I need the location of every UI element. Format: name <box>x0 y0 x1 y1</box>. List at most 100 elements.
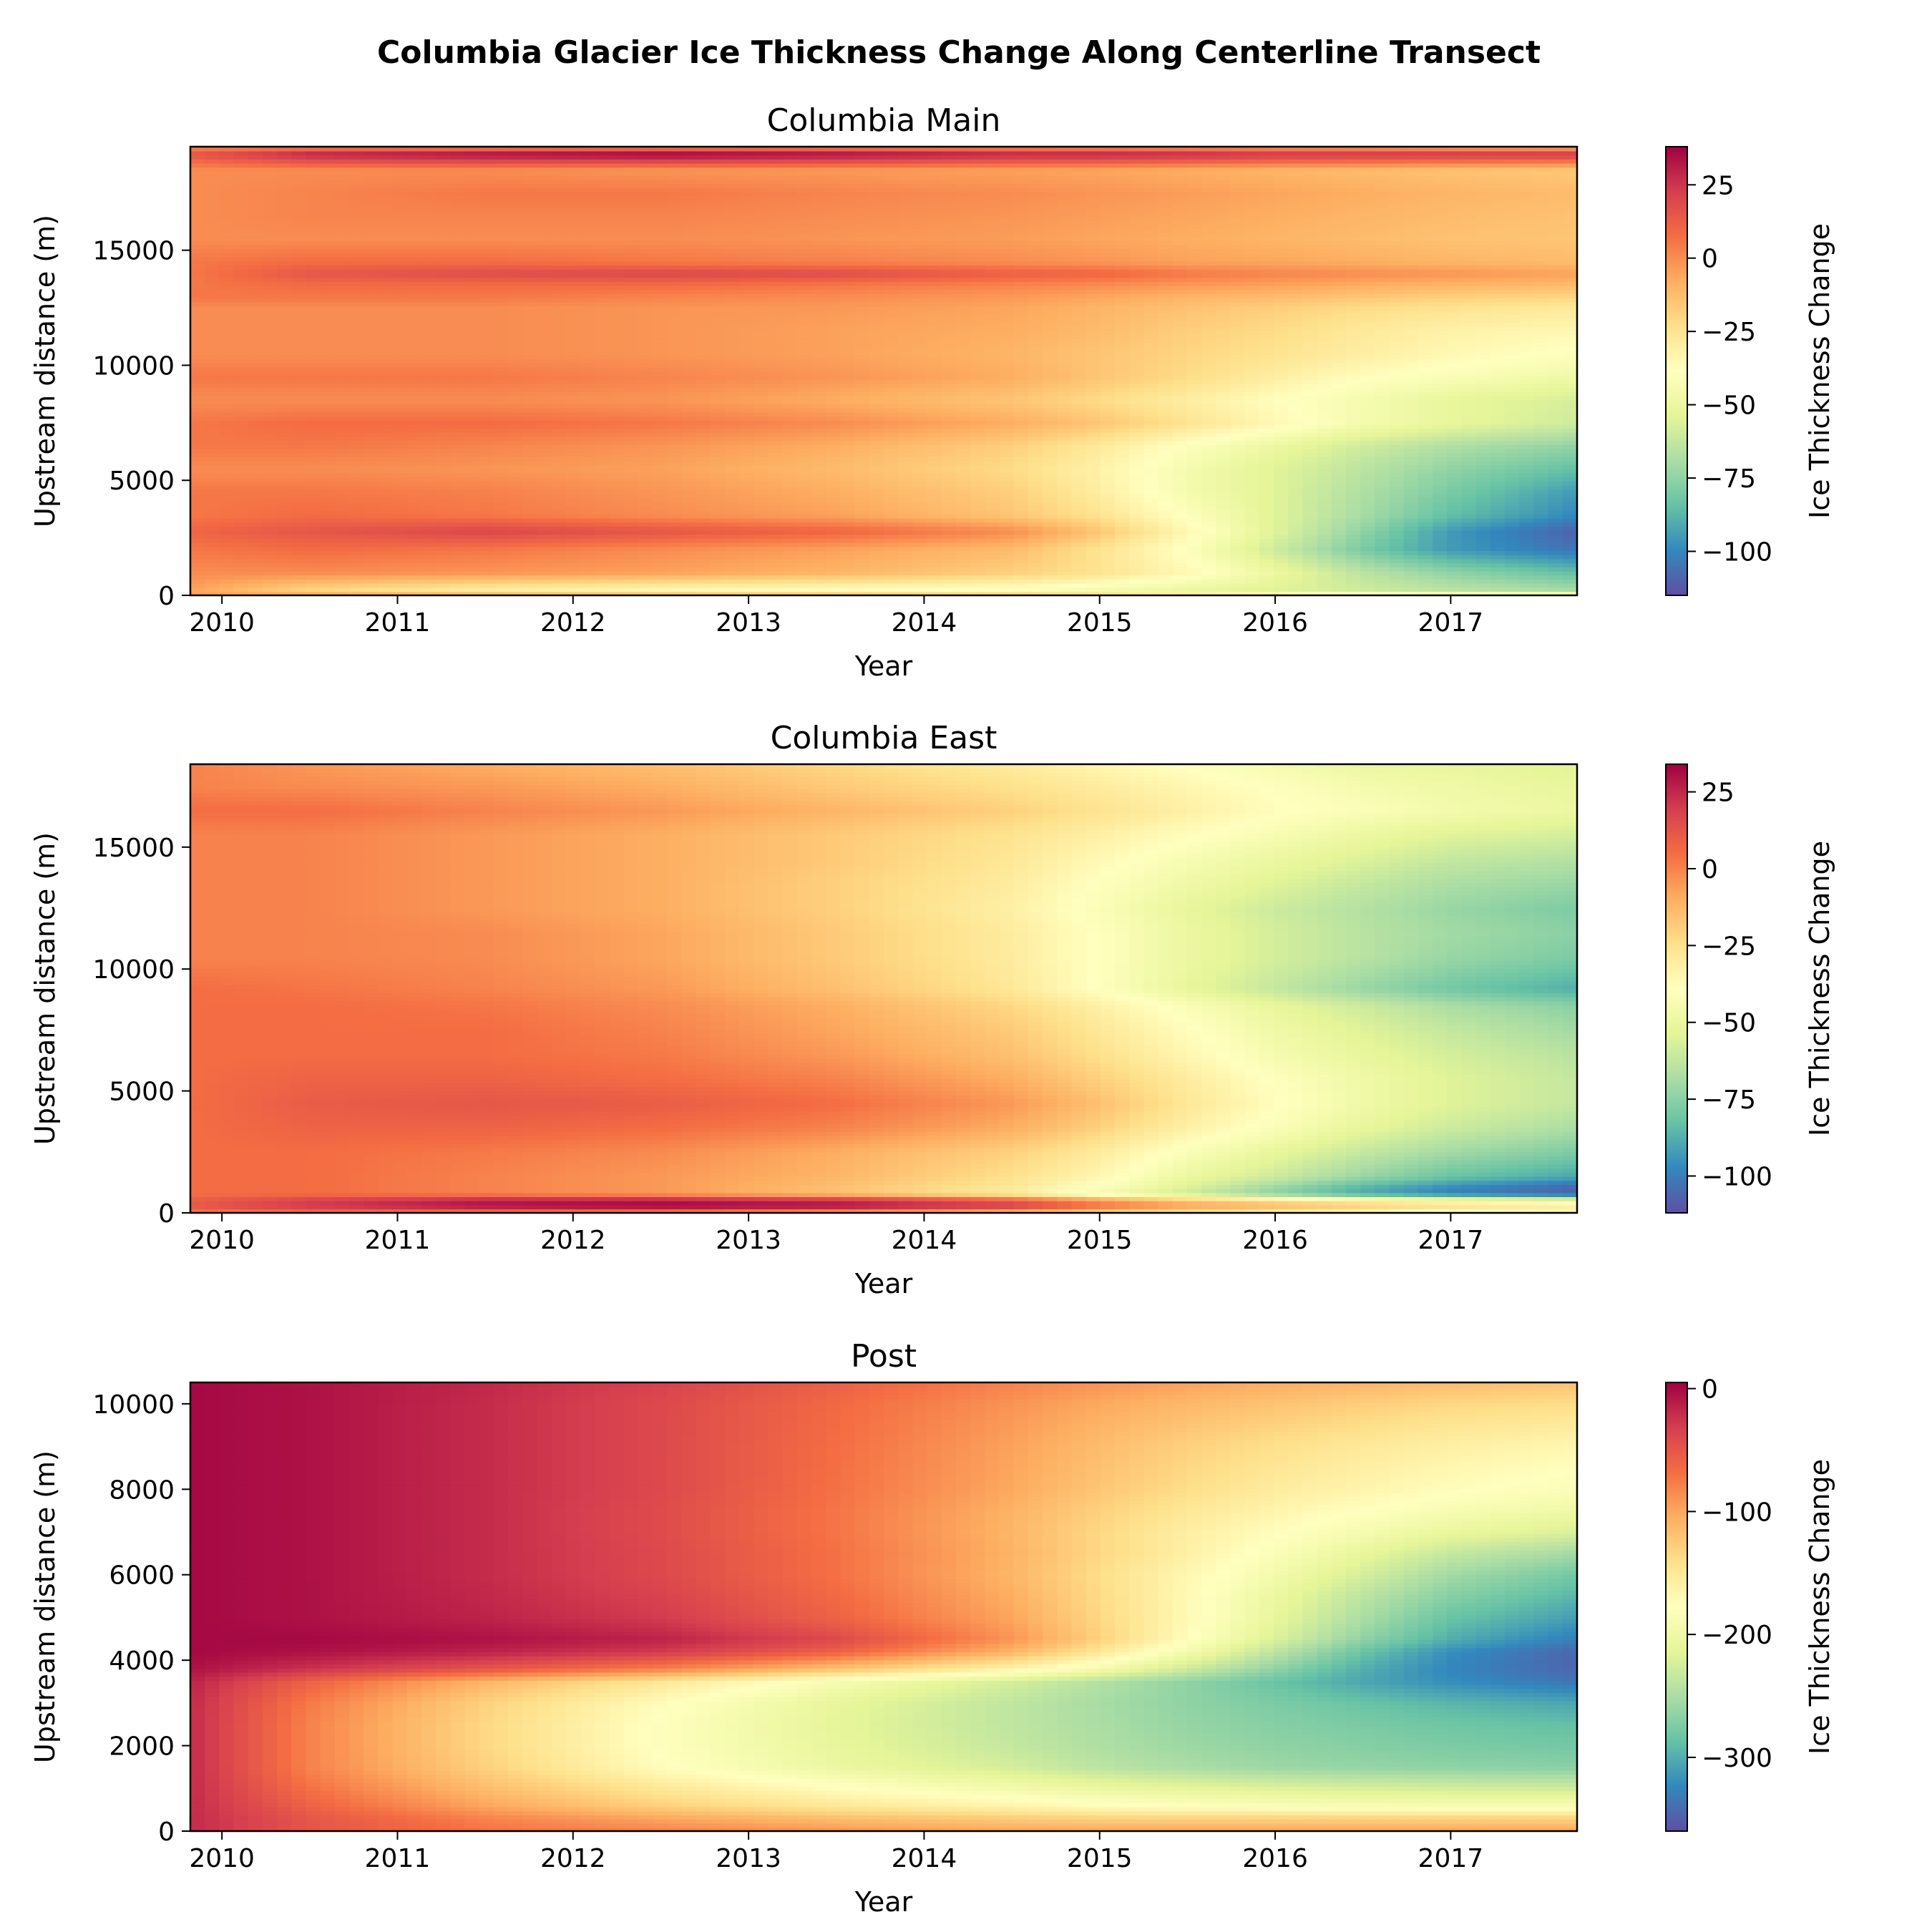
heatmap-cell <box>421 387 436 392</box>
heatmap-cell <box>1186 432 1202 437</box>
heatmap-cell <box>1288 514 1304 519</box>
heatmap-cell <box>955 440 971 445</box>
heatmap-cell <box>450 432 466 437</box>
heatmap-cell <box>1302 391 1318 396</box>
heatmap-cell <box>667 481 683 486</box>
heatmap-cell <box>436 514 452 519</box>
heatmap-cell <box>1346 440 1361 445</box>
heatmap-cell <box>1447 411 1463 416</box>
heatmap-cell <box>436 591 452 595</box>
heatmap-cell <box>696 575 711 580</box>
heatmap-cell <box>1259 444 1274 449</box>
heatmap-cell <box>912 416 928 421</box>
heatmap-cell <box>1433 505 1448 511</box>
heatmap-cell <box>1461 473 1477 478</box>
heatmap-cell <box>1259 555 1274 560</box>
heatmap-cell <box>1186 391 1202 396</box>
heatmap-cell <box>1433 550 1448 555</box>
heatmap-cell <box>1331 432 1347 437</box>
heatmap-cell <box>306 404 321 409</box>
heatmap-cell <box>696 582 711 588</box>
heatmap-cell <box>334 582 350 588</box>
heatmap-cell <box>1375 555 1390 560</box>
heatmap-cell <box>565 481 581 486</box>
heatmap-cell <box>1158 457 1174 462</box>
heatmap-cell <box>1475 395 1491 401</box>
heatmap-cell <box>464 424 480 429</box>
heatmap-cell <box>941 493 957 498</box>
heatmap-cell <box>768 473 784 478</box>
heatmap-cell <box>653 440 668 445</box>
heatmap-cell <box>1158 416 1174 421</box>
heatmap-cell <box>1433 473 1448 478</box>
heatmap-cell <box>796 387 812 392</box>
heatmap-cell <box>753 530 769 535</box>
heatmap-cell <box>349 493 365 498</box>
heatmap-cell <box>884 579 899 584</box>
heatmap-cell <box>1216 562 1231 567</box>
heatmap-cell <box>190 428 205 433</box>
heatmap-cell <box>1115 493 1130 498</box>
heatmap-cell <box>739 497 755 502</box>
heatmap-cell <box>1302 505 1318 511</box>
heatmap-cell <box>826 538 841 543</box>
heatmap-cell <box>1013 558 1029 564</box>
heatmap-cell <box>537 428 552 433</box>
heatmap-cell <box>796 562 812 567</box>
heatmap-cell <box>1013 464 1029 470</box>
heatmap-cell <box>248 526 263 531</box>
heatmap-cell <box>1186 444 1202 449</box>
heatmap-cell <box>1172 575 1188 580</box>
heatmap-cell <box>884 505 899 511</box>
heatmap-cell <box>595 555 610 560</box>
heatmap-cell <box>1244 469 1260 474</box>
heatmap-cell <box>884 550 899 555</box>
heatmap-cell <box>1433 452 1448 457</box>
heatmap-cell <box>1548 587 1563 592</box>
heatmap-cell <box>1317 526 1332 531</box>
heatmap-cell <box>493 489 509 494</box>
heatmap-cell <box>1186 558 1202 564</box>
heatmap-cell <box>219 481 235 486</box>
heatmap-cell <box>999 530 1015 535</box>
heatmap-cell <box>205 395 220 401</box>
heatmap-cell <box>840 460 856 466</box>
heatmap-cell <box>1085 591 1101 595</box>
heatmap-cell <box>479 383 494 389</box>
heatmap-cell <box>912 464 928 470</box>
heatmap-cell <box>768 395 784 401</box>
heatmap-cell <box>378 399 394 404</box>
heatmap-cell <box>1317 444 1332 449</box>
heatmap-cell <box>623 448 639 454</box>
heatmap-cell <box>927 444 942 449</box>
heatmap-cell <box>999 546 1015 552</box>
heatmap-cell <box>464 575 480 580</box>
heatmap-cell <box>710 582 726 588</box>
heatmap-cell <box>653 517 668 523</box>
heatmap-cell <box>364 473 379 478</box>
heatmap-cell <box>406 464 422 470</box>
heatmap-cell <box>941 448 957 454</box>
heatmap-cell <box>1475 534 1491 539</box>
heatmap-cell <box>1013 485 1029 490</box>
heatmap-cell <box>826 469 841 474</box>
heatmap-cell <box>796 579 812 584</box>
heatmap-cell <box>1302 514 1318 519</box>
heatmap-cell <box>392 534 408 539</box>
heatmap-cell <box>1433 538 1448 543</box>
heatmap-cell <box>623 550 639 555</box>
heatmap-cell <box>955 448 971 454</box>
heatmap-cell <box>985 517 1000 523</box>
heatmap-cell <box>1519 505 1535 511</box>
heatmap-cell <box>551 542 567 547</box>
heatmap-cell <box>1519 550 1535 555</box>
heatmap-cell <box>1274 464 1289 470</box>
heatmap-cell <box>912 530 928 535</box>
heatmap-cell <box>1085 444 1101 449</box>
heatmap-cell <box>493 469 509 474</box>
heatmap-cell <box>1143 460 1159 466</box>
heatmap-cell <box>1043 538 1058 543</box>
heatmap-cell <box>1447 530 1463 535</box>
heatmap-cell <box>277 555 293 560</box>
heatmap-cell <box>219 452 235 457</box>
